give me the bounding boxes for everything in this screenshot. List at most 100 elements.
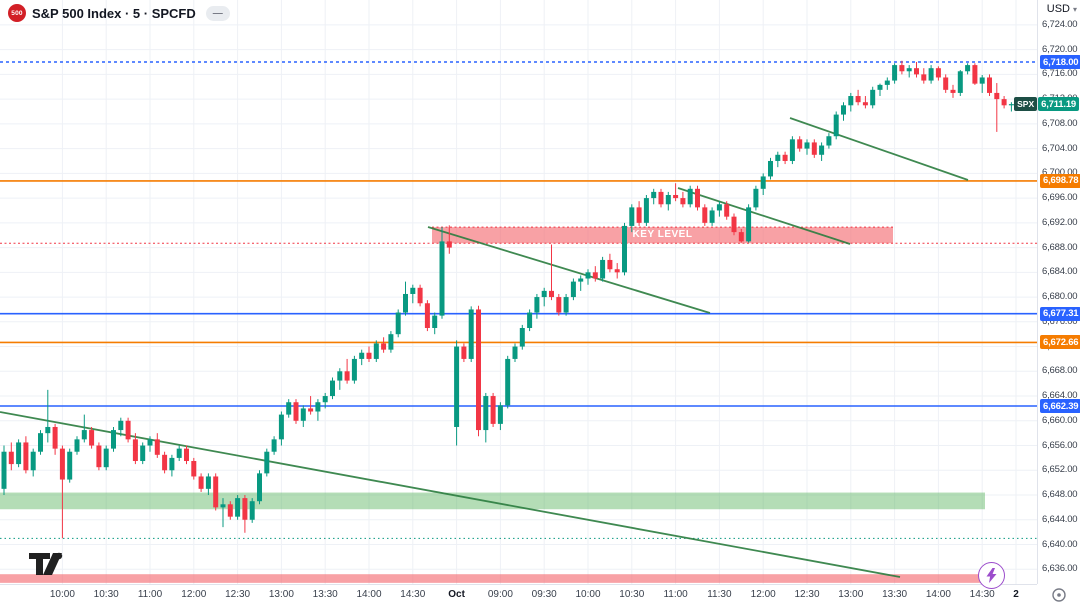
candlestick-chart[interactable] — [0, 0, 1037, 584]
candle — [81, 414, 87, 443]
candle — [855, 89, 861, 106]
candle — [59, 445, 65, 539]
candle — [804, 139, 810, 155]
price-level-label[interactable]: 6,698.78 — [1040, 173, 1080, 188]
candle — [833, 111, 839, 140]
time-label: 13:30 — [312, 589, 338, 600]
candle — [1001, 96, 1007, 109]
candle — [636, 201, 642, 226]
zone-green-support[interactable] — [0, 492, 985, 510]
candle — [410, 284, 416, 304]
flash-icon[interactable] — [978, 562, 1005, 589]
candle — [16, 439, 22, 468]
time-axis[interactable]: 10:00 10:30 11:00 12:00 12:30 13:00 13:30 14:00… — [0, 584, 1037, 606]
candle — [125, 417, 131, 443]
currency-selector[interactable]: USD ▾ — [1046, 3, 1077, 15]
trendline-4[interactable] — [789, 117, 969, 181]
price-level-label[interactable]: 6,718.00 — [1040, 55, 1080, 69]
time-label: 11:00 — [137, 589, 163, 600]
candle — [519, 324, 525, 350]
candle — [578, 275, 584, 291]
trendline-2[interactable] — [427, 226, 711, 314]
candle — [899, 60, 905, 75]
price-axis[interactable]: USD ▾ 6,636.00 6,640.00 6,644.00 6,648.00 6,… — [1014, 0, 1080, 606]
candle — [877, 83, 883, 97]
candle — [381, 337, 387, 353]
candle — [322, 392, 328, 409]
price-tick: 6,696.00 — [1042, 192, 1078, 204]
symbol-tag: SPX — [1014, 97, 1038, 112]
candle — [592, 266, 598, 282]
candles — [1, 60, 1014, 539]
chart-legend: 500 S&P 500 Index · 5 · SPCFD — — [8, 4, 230, 22]
candle — [505, 355, 511, 409]
price-level-label[interactable]: 6,662.39 — [1040, 399, 1080, 413]
candle — [607, 253, 613, 273]
price-tick: 6,724.00 — [1042, 18, 1078, 30]
candle — [775, 151, 781, 168]
price-level-label[interactable]: 6,672.66 — [1040, 335, 1080, 350]
candle — [176, 445, 182, 461]
gridlines — [0, 0, 1037, 584]
candle — [826, 133, 832, 149]
candle — [300, 405, 306, 427]
candle — [154, 433, 160, 458]
candle — [162, 451, 168, 474]
candle — [359, 349, 365, 366]
candle — [797, 136, 803, 152]
candle — [271, 436, 277, 455]
candle — [702, 204, 708, 226]
candle — [227, 501, 233, 520]
time-label: 10:00 — [49, 589, 75, 600]
candle — [446, 225, 452, 254]
candle — [921, 68, 927, 84]
visibility-pill[interactable]: — — [205, 5, 230, 21]
candle — [665, 191, 671, 211]
candle — [928, 65, 934, 84]
time-label: 09:30 — [531, 589, 557, 600]
candle — [753, 185, 759, 211]
candle — [512, 343, 518, 363]
candle — [118, 417, 124, 437]
price-tick: 6,720.00 — [1042, 43, 1078, 55]
price-tick: 6,660.00 — [1042, 414, 1078, 426]
candle — [549, 244, 554, 301]
zone-pink-bottom[interactable] — [0, 574, 985, 583]
candle — [819, 142, 825, 161]
candle — [132, 433, 138, 465]
candle — [972, 63, 978, 85]
scroll-to-recent-icon[interactable] — [1051, 587, 1067, 603]
price-tick: 6,688.00 — [1042, 241, 1078, 253]
time-label: 10:00 — [575, 589, 601, 600]
candle — [943, 74, 949, 93]
last-price-label[interactable]: SPX 6,711.19 — [1014, 97, 1079, 112]
candle — [994, 83, 1000, 132]
candle — [388, 331, 394, 353]
candle — [570, 278, 576, 301]
candle — [249, 498, 255, 523]
candle — [950, 84, 956, 98]
candle — [293, 399, 299, 424]
price-tick: 6,664.00 — [1042, 390, 1078, 402]
candle — [344, 358, 350, 384]
time-label: 12:30 — [225, 589, 251, 600]
candle — [461, 343, 467, 363]
candle — [979, 74, 985, 93]
candle — [351, 355, 357, 384]
price-tick: 6,648.00 — [1042, 489, 1078, 501]
candle — [563, 293, 569, 316]
candle — [651, 188, 657, 205]
candle — [52, 423, 58, 455]
symbol-title[interactable]: S&P 500 Index · 5 · SPCFD — [32, 5, 196, 21]
price-tick: 6,692.00 — [1042, 216, 1078, 228]
trendlines — [0, 117, 969, 578]
zone-key-level[interactable] — [432, 227, 893, 244]
price-tick: 6,700.00 — [1042, 167, 1078, 179]
tradingview-logo-icon[interactable] — [28, 551, 76, 582]
price-tick: 6,636.00 — [1042, 563, 1078, 575]
trendline-3[interactable] — [677, 187, 851, 245]
candle — [724, 201, 730, 220]
price-level-label[interactable]: 6,677.31 — [1040, 306, 1080, 321]
key-level-zone[interactable]: KEY LEVEL — [632, 229, 693, 241]
